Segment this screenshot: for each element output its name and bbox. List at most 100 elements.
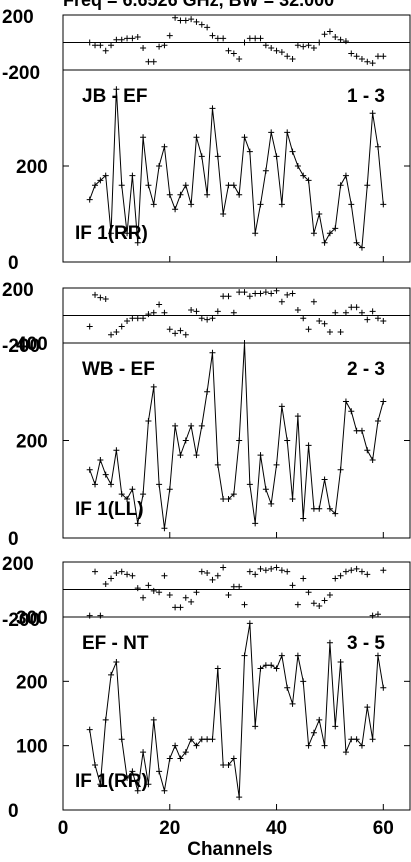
amplitude-point bbox=[332, 225, 339, 232]
amplitude-point bbox=[204, 736, 211, 743]
phase-point bbox=[257, 35, 264, 42]
amplitude-point bbox=[129, 768, 136, 775]
amplitude-point bbox=[113, 447, 120, 454]
amplitude-point bbox=[209, 105, 216, 112]
phase-point bbox=[364, 58, 371, 65]
phase-point bbox=[268, 565, 275, 572]
phase-point bbox=[273, 564, 280, 571]
amplitude-point bbox=[342, 172, 349, 179]
phase-point bbox=[102, 296, 109, 302]
phase-point bbox=[182, 331, 189, 338]
phase-point bbox=[326, 329, 333, 335]
phase-point bbox=[92, 42, 99, 49]
amplitude-point bbox=[182, 437, 189, 444]
phase-point bbox=[358, 309, 365, 316]
amplitude-point bbox=[380, 398, 387, 405]
if-label: IF 1(RR) bbox=[75, 223, 148, 244]
amplitude-line bbox=[89, 342, 384, 529]
amplitude-point bbox=[150, 383, 157, 390]
amplitude-point bbox=[209, 736, 216, 743]
amplitude-point bbox=[300, 678, 307, 685]
amplitude-point bbox=[214, 665, 221, 672]
amplitude-point bbox=[273, 461, 280, 468]
amplitude-point bbox=[241, 652, 248, 659]
amplitude-point bbox=[113, 86, 120, 93]
phase-point bbox=[140, 315, 147, 322]
phase-point bbox=[161, 309, 168, 316]
phase-point bbox=[380, 53, 387, 60]
phase-point bbox=[97, 612, 104, 619]
amplitude-point bbox=[257, 201, 264, 208]
amplitude-point bbox=[348, 736, 355, 743]
amplitude-point bbox=[316, 505, 323, 512]
phase-point bbox=[156, 43, 163, 50]
amplitude-point bbox=[182, 182, 189, 189]
amplitude-point bbox=[220, 496, 227, 502]
phase-point bbox=[209, 32, 216, 39]
phase-point bbox=[129, 315, 136, 322]
amplitude-point bbox=[273, 665, 280, 672]
phase-point bbox=[145, 58, 152, 65]
phase-point bbox=[108, 331, 115, 338]
amplitude-point bbox=[262, 662, 269, 669]
phase-point bbox=[300, 43, 307, 50]
amplitude-point bbox=[337, 659, 344, 666]
amplitude-point bbox=[236, 437, 243, 444]
phase-point bbox=[220, 293, 227, 300]
amp-tick-label: 400 bbox=[16, 334, 48, 355]
phase-point bbox=[166, 32, 173, 39]
baseline-label: JB - EF bbox=[82, 86, 147, 107]
amplitude-point bbox=[268, 500, 275, 507]
phase-point bbox=[118, 323, 125, 330]
amplitude-point bbox=[118, 491, 125, 498]
amplitude-point bbox=[166, 755, 173, 762]
amplitude-point bbox=[364, 704, 371, 711]
amplitude-point bbox=[225, 761, 232, 768]
phase-point bbox=[241, 39, 248, 46]
amplitude-point bbox=[172, 422, 179, 429]
amplitude-point bbox=[118, 736, 125, 743]
amplitude-point bbox=[374, 652, 381, 659]
amplitude-point bbox=[134, 239, 141, 246]
phase-point bbox=[332, 309, 339, 316]
phase-point bbox=[172, 330, 179, 337]
amplitude-point bbox=[230, 182, 237, 189]
phase-point bbox=[150, 587, 157, 594]
phase-point bbox=[321, 31, 328, 38]
amplitude-point bbox=[102, 716, 109, 723]
amplitude-point bbox=[316, 211, 323, 217]
phase-point bbox=[198, 568, 205, 575]
phase-point bbox=[342, 568, 349, 575]
amplitude-point bbox=[305, 742, 312, 749]
phase-point bbox=[166, 592, 173, 598]
phase-point bbox=[220, 564, 227, 571]
phase-point bbox=[166, 326, 173, 333]
amplitude-point bbox=[113, 659, 120, 666]
amplitude-point bbox=[300, 172, 307, 179]
phase-point bbox=[321, 320, 328, 327]
amplitude-point bbox=[273, 153, 280, 160]
phase-point bbox=[348, 567, 355, 574]
amplitude-point bbox=[198, 422, 205, 429]
phase-point bbox=[214, 308, 221, 315]
amplitude-point bbox=[225, 182, 232, 189]
amplitude-point bbox=[241, 134, 248, 141]
amplitude-point bbox=[156, 481, 163, 488]
amplitude-point bbox=[177, 191, 184, 198]
phase-point bbox=[134, 315, 141, 322]
amplitude-point bbox=[310, 505, 317, 512]
amplitude-point bbox=[257, 665, 264, 672]
amplitude-point bbox=[161, 143, 168, 150]
amp-tick-label: 200 bbox=[16, 432, 48, 453]
amplitude-point bbox=[214, 153, 221, 160]
amplitude-line bbox=[89, 623, 384, 798]
phase-point bbox=[289, 582, 296, 589]
amplitude-point bbox=[198, 736, 205, 743]
phase-point bbox=[316, 318, 323, 324]
x-tick-label: 0 bbox=[58, 818, 69, 839]
phase-point bbox=[252, 290, 259, 297]
phase-point bbox=[246, 35, 253, 42]
amplitude-point bbox=[214, 461, 221, 468]
phase-point bbox=[97, 294, 104, 301]
